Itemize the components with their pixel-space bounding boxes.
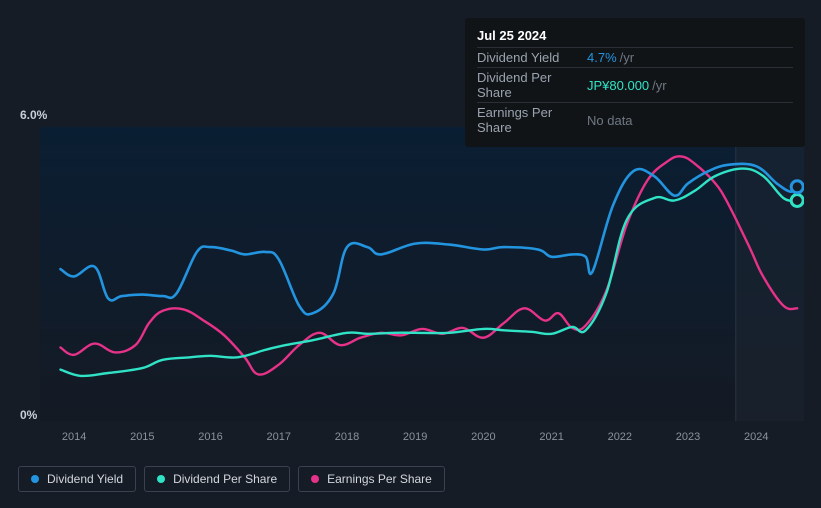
x-tick-label: 2015: [130, 431, 154, 443]
legend-label: Dividend Per Share: [173, 472, 277, 486]
tooltip-label: Dividend Yield: [477, 50, 587, 65]
legend-item-dividend-per-share[interactable]: Dividend Per Share: [144, 466, 290, 492]
chart-container: Jul 25 2024 Dividend Yield 4.7%/yr Divid…: [0, 0, 821, 508]
x-tick-label: 2019: [403, 431, 427, 443]
tooltip-value: No data: [587, 113, 636, 128]
tooltip-row-dividend-yield: Dividend Yield 4.7%/yr: [477, 47, 793, 67]
legend-label: Earnings Per Share: [327, 472, 432, 486]
x-tick-label: 2021: [539, 431, 563, 443]
x-tick-label: 2020: [471, 431, 495, 443]
x-tick-label: 2018: [335, 431, 359, 443]
legend-item-earnings-per-share[interactable]: Earnings Per Share: [298, 466, 445, 492]
x-tick-label: 2024: [744, 431, 768, 443]
swatch-icon: [311, 475, 319, 483]
tooltip-value: 4.7%/yr: [587, 50, 634, 65]
legend-item-dividend-yield[interactable]: Dividend Yield: [18, 466, 136, 492]
tooltip-row-earnings-per-share: Earnings Per Share No data: [477, 102, 793, 137]
tooltip-row-dividend-per-share: Dividend Per Share JP¥80.000/yr: [477, 67, 793, 102]
x-axis: 2014 2015 2016 2017 2018 2019 2020 2021 2022 2023…: [40, 431, 804, 449]
x-tick-label: 2016: [198, 431, 222, 443]
legend: Dividend Yield Dividend Per Share Earnin…: [18, 466, 445, 492]
x-tick-label: 2014: [62, 431, 86, 443]
chart-svg: [40, 127, 804, 421]
x-tick-label: 2023: [676, 431, 700, 443]
swatch-icon: [31, 475, 39, 483]
y-axis-max-label: 6.0%: [20, 108, 47, 122]
tooltip-value: JP¥80.000/yr: [587, 78, 667, 93]
y-axis-min-label: 0%: [20, 408, 37, 422]
x-tick-label: 2017: [267, 431, 291, 443]
legend-label: Dividend Yield: [47, 472, 123, 486]
tooltip-label: Earnings Per Share: [477, 105, 587, 135]
x-tick-label: 2022: [608, 431, 632, 443]
tooltip-box: Jul 25 2024 Dividend Yield 4.7%/yr Divid…: [465, 18, 805, 147]
tooltip-label: Dividend Per Share: [477, 70, 587, 100]
swatch-icon: [157, 475, 165, 483]
tooltip-date: Jul 25 2024: [477, 26, 793, 47]
chart-plot-area: [40, 127, 804, 421]
